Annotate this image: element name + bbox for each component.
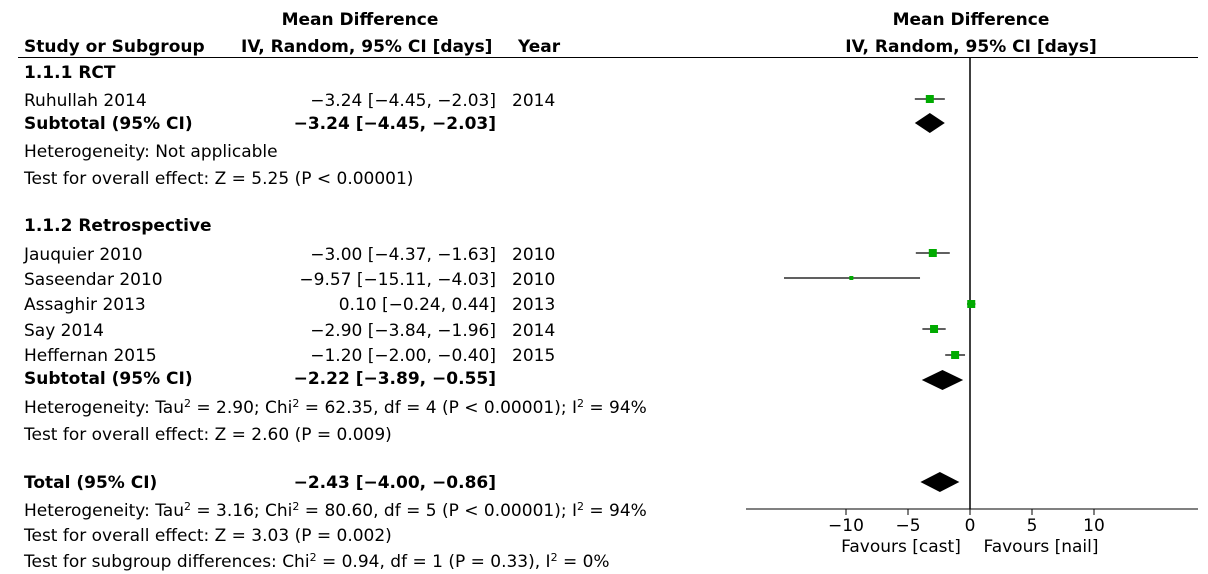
total-ci: −2.43 [−4.00, −0.86]	[293, 473, 496, 493]
study-col-header: Study or Subgroup	[24, 37, 205, 57]
subtotal-label: Subtotal (95% CI)	[24, 114, 193, 134]
study-square	[951, 351, 960, 359]
heterogeneity-text: Heterogeneity: Not applicable	[24, 142, 278, 162]
study-ci: −2.90 [−3.84, −1.96]	[310, 321, 496, 341]
subgroup-differences-text: Test for subgroup differences: Chi2 = 0.…	[24, 551, 610, 572]
subtotal-ci: −3.24 [−4.45, −2.03]	[293, 114, 496, 134]
overall-effect-text: Test for overall effect: Z = 3.03 (P = 0…	[24, 526, 392, 546]
heterogeneity-text: Heterogeneity: Tau2 = 2.90; Chi2 = 62.35…	[24, 397, 647, 418]
header-rule	[18, 57, 1198, 58]
group-title: 1.1.2 Retrospective	[24, 216, 212, 236]
study-name: Jauquier 2010	[24, 245, 143, 265]
overall-effect-text: Test for overall effect: Z = 5.25 (P < 0…	[24, 169, 414, 189]
study-ci: −3.00 [−4.37, −1.63]	[310, 245, 496, 265]
study-year: 2015	[512, 346, 556, 366]
study-name: Heffernan 2015	[24, 346, 157, 366]
study-ci: −9.57 [−15.11, −4.03]	[299, 270, 496, 290]
study-name: Saseendar 2010	[24, 270, 163, 290]
md-sub-header: IV, Random, 95% CI [days]	[241, 37, 493, 57]
x-tick-label: −10	[828, 516, 864, 536]
subtotal-label: Subtotal (95% CI)	[24, 369, 193, 389]
summary-diamond	[914, 113, 945, 133]
study-square	[925, 95, 934, 103]
plot-sub-header: IV, Random, 95% CI [days]	[845, 37, 1097, 57]
study-year: 2013	[512, 295, 556, 315]
x-tick-label: 10	[1083, 516, 1105, 536]
overall-effect-text: Test for overall effect: Z = 2.60 (P = 0…	[24, 425, 392, 445]
study-ci: 0.10 [−0.24, 0.44]	[338, 295, 496, 315]
study-year: 2014	[512, 321, 556, 341]
heterogeneity-text: Heterogeneity: Tau2 = 3.16; Chi2 = 80.60…	[24, 500, 647, 521]
favours-left-label: Favours [cast]	[841, 537, 961, 557]
x-tick-label: −5	[895, 516, 920, 536]
study-name: Assaghir 2013	[24, 295, 146, 315]
x-tick-label: 5	[1027, 516, 1038, 536]
subtotal-ci: −2.22 [−3.89, −0.55]	[293, 369, 496, 389]
study-year: 2010	[512, 270, 556, 290]
md-title: Mean Difference	[281, 10, 439, 30]
summary-diamond	[921, 370, 964, 390]
study-square	[930, 325, 939, 333]
study-ci: −3.24 [−4.45, −2.03]	[310, 91, 496, 111]
plot-title: Mean Difference	[892, 10, 1050, 30]
study-ci: −1.20 [−2.00, −0.40]	[310, 346, 496, 366]
study-square	[849, 276, 854, 280]
study-name: Ruhullah 2014	[24, 91, 147, 111]
summary-diamond	[920, 472, 960, 492]
group-title: 1.1.1 RCT	[24, 63, 116, 83]
study-year: 2014	[512, 91, 556, 111]
study-year: 2010	[512, 245, 556, 265]
study-name: Say 2014	[24, 321, 104, 341]
study-square	[967, 300, 976, 308]
year-col-header: Year	[518, 37, 561, 57]
favours-right-label: Favours [nail]	[983, 537, 1099, 557]
study-square	[928, 249, 937, 257]
x-tick-label: 0	[965, 516, 976, 536]
total-label: Total (95% CI)	[24, 473, 158, 493]
